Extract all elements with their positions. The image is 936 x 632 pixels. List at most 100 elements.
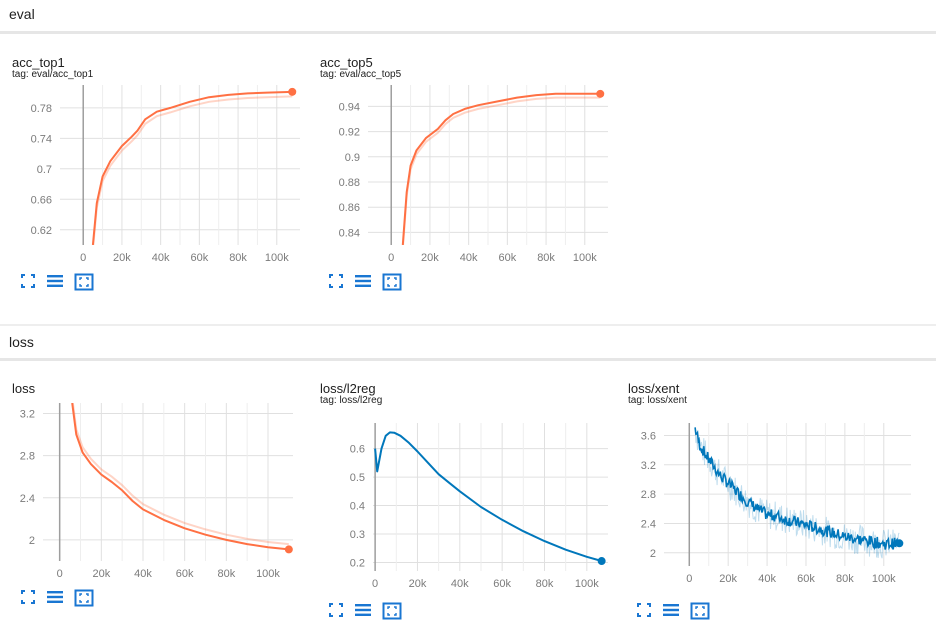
- section-header-eval[interactable]: eval: [0, 0, 936, 34]
- y-tick-label: 2: [650, 548, 656, 560]
- y-tick-label: 3.6: [641, 430, 656, 442]
- x-tick-label: 80k: [229, 252, 247, 264]
- x-tick-label: 80k: [537, 252, 555, 264]
- fit-domain-icon[interactable]: [690, 602, 710, 622]
- chart-card-loss: loss 2 2.4 2.8 3.2 0 20k 40k 60k 80k 100k: [10, 381, 310, 631]
- smoothed-series-line: [71, 403, 289, 551]
- y-tick-label: 0.7: [37, 164, 52, 176]
- expand-icon[interactable]: [20, 273, 40, 293]
- series-end-point[interactable]: [284, 545, 293, 554]
- expand-icon[interactable]: [636, 602, 656, 622]
- series-group: [694, 427, 900, 559]
- y-tick-label: 0.86: [339, 202, 360, 214]
- data-list-icon[interactable]: [662, 602, 682, 622]
- x-tick-label: 20k: [92, 568, 110, 580]
- y-tick-label: 0.4: [350, 501, 365, 513]
- x-tick-label: 0: [686, 573, 692, 585]
- chart-card-loss-l2reg: loss/l2reg tag: loss/l2reg 0.2 0.3 0.4 0.5 0…: [318, 381, 618, 631]
- y-tick-label: 0.5: [350, 472, 365, 484]
- x-tick-label: 60k: [493, 578, 511, 590]
- y-tick-label: 0.88: [339, 177, 360, 189]
- fit-domain-icon[interactable]: [74, 589, 94, 609]
- y-tick-label: 2: [29, 535, 35, 547]
- raw-series-line: [402, 96, 601, 245]
- fit-domain-icon[interactable]: [74, 273, 94, 293]
- series-end-point[interactable]: [596, 89, 605, 98]
- line-chart-loss[interactable]: 2 2.4 2.8 3.2 0 20k 40k 60k 80k 100k: [10, 381, 310, 601]
- y-tick-label: 0.94: [339, 101, 360, 113]
- chart-card-loss-xent: loss/xent tag: loss/xent 2 2.4 2.8 3.2 3.6 0 2…: [626, 381, 926, 631]
- x-tick-label: 0: [372, 578, 378, 590]
- x-tick-label: 80k: [536, 578, 554, 590]
- series-group: [71, 403, 289, 551]
- line-chart-loss-l2reg[interactable]: 0.2 0.3 0.4 0.5 0.6 0 20k 40k 60k 80k 100k: [318, 381, 618, 601]
- y-tick-label: 2.8: [641, 489, 656, 501]
- smoothed-series-line: [401, 92, 601, 245]
- y-tick-label: 0.84: [339, 227, 360, 239]
- data-list-icon[interactable]: [46, 273, 66, 293]
- x-tick-label: 60k: [498, 252, 516, 264]
- y-tick-label: 0.2: [350, 557, 365, 569]
- raw-series-line: [71, 403, 289, 546]
- x-tick-label: 0: [388, 252, 394, 264]
- y-tick-label: 0.66: [31, 194, 52, 206]
- smoothed-series-line: [374, 431, 602, 562]
- smoothed-series-line: [694, 427, 900, 551]
- expand-icon[interactable]: [328, 602, 348, 622]
- chart-card-acc-top5: acc_top5 tag: eval/acc_top5 0.84 0.86 0.88…: [318, 55, 618, 305]
- chart-title: loss/l2reg: [320, 381, 376, 396]
- expand-icon[interactable]: [328, 273, 348, 293]
- x-tick-label: 60k: [190, 252, 208, 264]
- y-tick-label: 3.2: [20, 409, 35, 421]
- series-group: [91, 90, 293, 245]
- fit-domain-icon[interactable]: [382, 602, 402, 622]
- chart-tag: tag: eval/acc_top1: [12, 69, 94, 80]
- section-title: eval: [9, 6, 35, 22]
- series-group: [374, 431, 602, 562]
- section-title: loss: [9, 334, 34, 350]
- chart-title: acc_top5: [320, 55, 373, 70]
- y-tick-label: 0.62: [31, 225, 52, 237]
- x-tick-label: 80k: [217, 568, 235, 580]
- x-tick-label: 100k: [256, 568, 280, 580]
- series-end-point[interactable]: [597, 557, 606, 566]
- chart-title: acc_top1: [12, 55, 65, 70]
- x-tick-label: 20k: [719, 573, 737, 585]
- x-tick-label: 40k: [134, 568, 152, 580]
- y-tick-label: 0.92: [339, 127, 360, 139]
- line-chart-acc-top5[interactable]: 0.84 0.86 0.88 0.9 0.92 0.94 0 20k 40k 60k 80k 100k: [318, 55, 618, 275]
- chart-tag: tag: loss/l2reg: [320, 395, 383, 406]
- x-tick-label: 60k: [797, 573, 815, 585]
- x-tick-label: 80k: [836, 573, 854, 585]
- x-tick-label: 60k: [176, 568, 194, 580]
- line-chart-loss-xent[interactable]: 2 2.4 2.8 3.2 3.6 0 20k 40k 60k 80k 100k: [626, 381, 926, 601]
- fit-domain-icon[interactable]: [382, 273, 402, 293]
- raw-series-line: [92, 95, 293, 245]
- y-tick-label: 2.8: [20, 451, 35, 463]
- chart-title: loss: [12, 381, 36, 396]
- y-tick-label: 0.6: [350, 444, 365, 456]
- y-tick-label: 2.4: [641, 518, 656, 530]
- x-tick-label: 0: [57, 568, 63, 580]
- series-end-point[interactable]: [895, 539, 904, 548]
- expand-icon[interactable]: [20, 589, 40, 609]
- x-tick-label: 40k: [460, 252, 478, 264]
- chart-tag: tag: eval/acc_top5: [320, 69, 402, 80]
- chart-card-acc-top1: acc_top1 tag: eval/acc_top1 0.62 0.66 0.7 0…: [10, 55, 310, 305]
- series-end-point[interactable]: [288, 87, 297, 96]
- y-tick-label: 0.9: [345, 152, 360, 164]
- section-header-loss[interactable]: loss: [0, 324, 936, 361]
- data-list-icon[interactable]: [46, 589, 66, 609]
- y-tick-label: 3.2: [641, 460, 656, 472]
- x-tick-label: 100k: [872, 573, 896, 585]
- x-tick-label: 40k: [152, 252, 170, 264]
- data-list-icon[interactable]: [354, 602, 374, 622]
- chart-tag: tag: loss/xent: [628, 395, 687, 406]
- y-tick-label: 2.4: [20, 493, 35, 505]
- smoothed-series-line: [91, 90, 293, 245]
- series-group: [401, 92, 601, 245]
- x-tick-label: 20k: [113, 252, 131, 264]
- x-tick-label: 40k: [758, 573, 776, 585]
- line-chart-acc-top1[interactable]: 0.62 0.66 0.7 0.74 0.78 0 20k 40k 60k 80k 100k: [10, 55, 310, 275]
- data-list-icon[interactable]: [354, 273, 374, 293]
